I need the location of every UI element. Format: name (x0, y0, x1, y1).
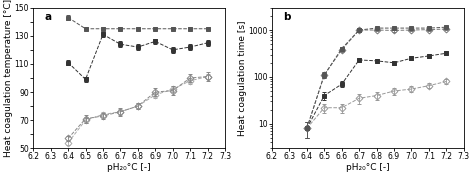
Text: a: a (45, 12, 52, 22)
Y-axis label: Heat coagulation temperature [°C]: Heat coagulation temperature [°C] (4, 0, 13, 157)
Text: b: b (283, 12, 291, 22)
X-axis label: pH₂₀°C [-]: pH₂₀°C [-] (107, 163, 151, 172)
X-axis label: pH₂₀°C [-]: pH₂₀°C [-] (346, 163, 390, 172)
Y-axis label: Heat coagulation time [s]: Heat coagulation time [s] (238, 20, 247, 136)
